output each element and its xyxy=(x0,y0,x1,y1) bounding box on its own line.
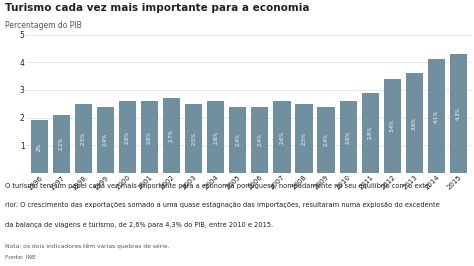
Bar xyxy=(229,106,246,173)
Bar xyxy=(318,106,335,173)
Text: 2.4%: 2.4% xyxy=(257,133,263,146)
Text: 2.4%: 2.4% xyxy=(235,133,240,146)
Bar xyxy=(141,101,158,173)
Bar xyxy=(295,104,312,173)
Bar xyxy=(163,98,180,173)
Bar xyxy=(185,104,202,173)
Text: 2%: 2% xyxy=(37,143,42,151)
Text: 2.6%: 2.6% xyxy=(213,130,218,144)
Text: 4.3%: 4.3% xyxy=(456,107,461,120)
Text: 2.7%: 2.7% xyxy=(169,129,174,142)
Bar xyxy=(207,101,224,173)
Text: Fonte: INE: Fonte: INE xyxy=(5,255,36,260)
Text: Percentagem do PIB: Percentagem do PIB xyxy=(5,21,82,30)
Text: 2.2%: 2.2% xyxy=(59,137,64,151)
Bar xyxy=(450,54,467,173)
Bar xyxy=(428,60,445,173)
Bar xyxy=(53,115,70,173)
Text: 2.4%: 2.4% xyxy=(103,133,108,146)
Bar xyxy=(339,101,357,173)
Text: rior. O crescimento das exportações somado a uma quase estagnação das importaçõe: rior. O crescimento das exportações soma… xyxy=(5,202,439,208)
Text: O turismo tem um papel cada vez mais importante para a economia portuguesa, nome: O turismo tem um papel cada vez mais imp… xyxy=(5,182,431,189)
Text: 2.6%: 2.6% xyxy=(147,130,152,144)
Bar xyxy=(273,101,291,173)
Bar xyxy=(31,120,48,173)
Text: 2.5%: 2.5% xyxy=(81,132,86,145)
Text: 3.6%: 3.6% xyxy=(412,117,417,130)
Bar xyxy=(406,73,423,173)
Text: da balança de viagens e turismo, de 2,6% para 4,3% do PIB, entre 2010 e 2015.: da balança de viagens e turismo, de 2,6%… xyxy=(5,222,273,228)
Bar xyxy=(97,106,114,173)
Bar xyxy=(251,106,268,173)
Bar xyxy=(75,104,92,173)
Text: 3.4%: 3.4% xyxy=(390,119,395,132)
Text: 2.4%: 2.4% xyxy=(324,133,328,146)
Text: Turismo cada vez mais importante para a economia: Turismo cada vez mais importante para a … xyxy=(5,3,309,13)
Bar xyxy=(119,101,136,173)
Text: 2.6%: 2.6% xyxy=(125,130,130,144)
Text: 2.6%: 2.6% xyxy=(280,130,284,144)
Text: Nota: os dois indicadores têm várias quebras de série.: Nota: os dois indicadores têm várias que… xyxy=(5,243,169,249)
Bar xyxy=(362,93,379,173)
Text: 2.6%: 2.6% xyxy=(346,130,351,144)
Bar xyxy=(383,79,401,173)
Text: 2.9%: 2.9% xyxy=(368,126,373,139)
Text: 4.1%: 4.1% xyxy=(434,110,439,123)
Text: 2.5%: 2.5% xyxy=(301,132,307,145)
Text: 2.5%: 2.5% xyxy=(191,132,196,145)
